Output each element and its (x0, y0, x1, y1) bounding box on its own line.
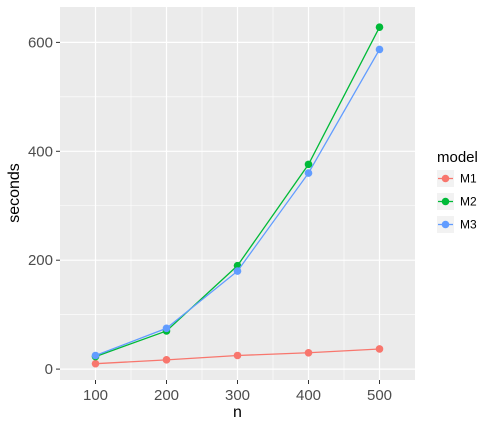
data-point-M3 (233, 267, 242, 275)
legend-title: model (437, 149, 478, 166)
series-M3 (91, 45, 384, 360)
legend-label: M1 (460, 172, 477, 186)
data-point-M3 (375, 45, 384, 54)
data-point-M1 (91, 359, 100, 368)
tick-labels: 100 200 300 400 500 0 200 400 600 (28, 34, 392, 404)
legend-item-M2: M2 (437, 193, 477, 210)
x-tick-label: 200 (154, 387, 179, 404)
data-point-M2 (375, 23, 384, 31)
legend-label: M3 (460, 218, 477, 232)
grid-major (60, 7, 415, 380)
legend-item-M3: M3 (437, 216, 477, 233)
tick-marks (56, 41, 380, 384)
data-point-M1 (233, 351, 242, 360)
legend-keys: M1 M2 M3 (437, 170, 477, 233)
legend-key-point (441, 174, 450, 183)
legend-item-M1: M1 (437, 170, 477, 187)
data-point-M3 (162, 324, 171, 333)
x-tick-label: 100 (83, 387, 108, 404)
series-layer (91, 23, 384, 368)
legend-label: M2 (460, 195, 477, 209)
data-point-M2 (304, 160, 313, 169)
y-tick-label: 0 (45, 361, 53, 378)
data-point-M3 (91, 351, 100, 360)
x-tick-label: 500 (367, 387, 392, 404)
legend-key-point (441, 197, 450, 206)
data-point-M1 (162, 356, 171, 364)
data-point-M3 (304, 169, 313, 177)
data-point-M1 (375, 345, 384, 353)
legend: model M1 M2 M3 (437, 149, 478, 233)
x-axis-title: n (233, 404, 242, 421)
y-tick-label: 400 (28, 143, 53, 160)
y-tick-label: 200 (28, 252, 53, 269)
x-tick-label: 400 (296, 387, 321, 404)
y-axis-title: seconds (6, 163, 23, 223)
series-M1 (91, 345, 384, 368)
legend-key-point (441, 220, 450, 229)
x-tick-label: 300 (225, 387, 250, 404)
y-tick-label: 600 (28, 34, 53, 51)
data-point-M1 (304, 348, 313, 357)
